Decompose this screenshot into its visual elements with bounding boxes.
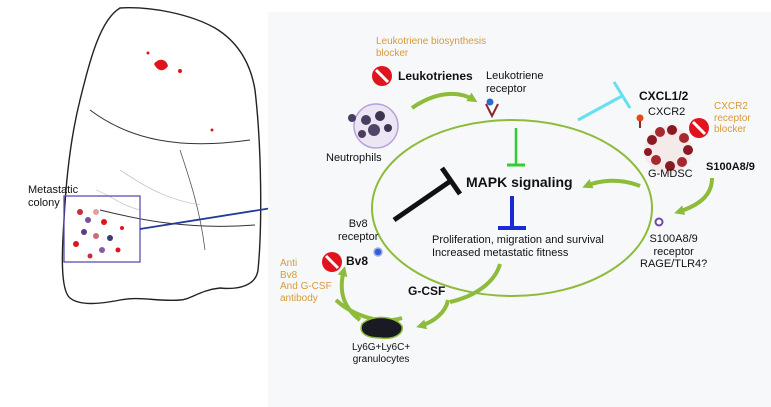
- zoom-connector-line: [139, 207, 273, 230]
- arrow-cell-to-gcsf: [449, 263, 502, 304]
- proliferation-label: Proliferation, migration and survival In…: [432, 234, 604, 259]
- bv8-label: Bv8: [346, 254, 369, 268]
- leukotriene-blocker-label: Leukotriene biosynthesis blocker: [376, 36, 487, 59]
- arrow-s100-receptor-to-mapk: [582, 178, 641, 189]
- leukotriene-receptor-glyph: [485, 98, 499, 119]
- arrow-granulocytes-to-bv8: [337, 266, 362, 322]
- cxcr2-blocker-label: CXCR2 receptor blocker: [714, 101, 751, 135]
- lung-vessel-faint-2: [95, 189, 141, 211]
- lung-vessel-faint: [119, 169, 201, 206]
- granulocyte-cell: [360, 316, 403, 340]
- arrow-gcsf-curve-a: [334, 298, 403, 323]
- metastasis-spot: [120, 226, 124, 230]
- lung-outline: [61, 6, 262, 305]
- block-sign-cxcr2: [689, 118, 709, 138]
- metastasis-spot: [210, 128, 214, 132]
- bv8-receptor-dot: [373, 247, 383, 257]
- block-sign-leukotrienes: [372, 66, 392, 86]
- lung-vessel: [179, 149, 206, 251]
- s100-label: S100A8/9: [706, 161, 755, 173]
- inhibit-bar-cyan: [612, 81, 632, 109]
- granulocytes-label: Ly6G+Ly6C+ granulocytes: [352, 342, 411, 365]
- neutrophils-cells: [348, 103, 399, 149]
- leukotrienes-label: Leukotrienes: [398, 69, 473, 83]
- lung-fissure-upper: [89, 109, 251, 145]
- s100-receptor-label: S100A8/9 receptor RAGE/TLR4?: [640, 233, 708, 271]
- gmdsc-cell: [636, 114, 693, 174]
- metastasis-spot: [178, 69, 182, 73]
- s100-receptor-dot: [654, 217, 664, 227]
- inhibit-bar-black: [439, 166, 463, 196]
- cxcr2-label: CXCR2: [648, 106, 686, 118]
- arrow-gmdsc-to-s100-receptor: [674, 177, 714, 215]
- tumor-cell-ellipse: [371, 119, 653, 297]
- inhibit-line-black: [392, 177, 454, 223]
- block-sign-bv8: [322, 252, 342, 272]
- mapk-signaling-label: MAPK signaling: [466, 174, 573, 190]
- lung-illustration: [61, 6, 262, 305]
- neutrophils-label: Neutrophils: [326, 152, 382, 164]
- bv8-receptor-label: Bv8 receptor: [338, 218, 379, 243]
- metastasis-spot: [154, 59, 168, 71]
- gcsf-label: G-CSF: [408, 284, 446, 298]
- lung-fissure-lower: [99, 209, 256, 227]
- arrow-gcsf-to-granulocytes: [416, 299, 450, 330]
- metastatic-colony-label: Metastatic colony: [28, 184, 79, 209]
- metastasis-spot: [146, 51, 150, 55]
- metastatic-colony-cluster: [73, 209, 121, 259]
- leukotriene-receptor-label: Leukotriene receptor: [486, 70, 544, 95]
- gmdsc-label: G-MDSC: [648, 168, 693, 180]
- arrow-leukotrienes-to-receptor: [410, 91, 478, 110]
- inhibit-line-cyan: [577, 94, 623, 122]
- cxcl-label: CXCL1/2: [639, 89, 689, 103]
- anti-bv8-gcsf-antibody-label: Anti Bv8 And G-CSF antibody: [280, 258, 332, 304]
